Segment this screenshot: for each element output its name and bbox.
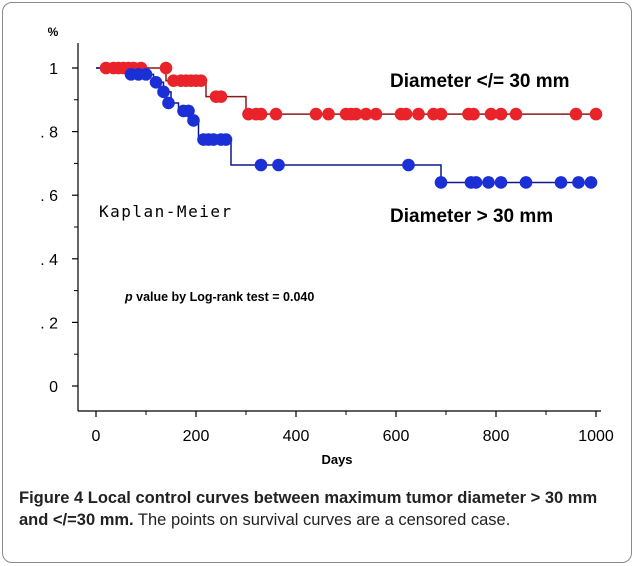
censor-point-2 — [254, 158, 268, 172]
censor-point-1 — [412, 107, 425, 121]
censor-points — [99, 61, 603, 189]
x-tick-label: 600 — [383, 428, 410, 445]
x-tick-label: 0 — [92, 428, 101, 445]
x-tick-label: 1000 — [578, 428, 614, 445]
censor-point-2 — [219, 133, 233, 146]
caption-title: Figure 4 Local control curves between ma… — [19, 489, 598, 529]
censor-point-2 — [402, 158, 415, 172]
y-tick-label: 0 — [49, 379, 58, 396]
series1-label: Diameter </= 30 mm — [390, 71, 570, 92]
censor-point-2 — [434, 176, 448, 189]
censor-point-2 — [182, 104, 195, 118]
x-tick-label: 800 — [483, 428, 510, 445]
y-tick-label: 1 — [49, 61, 58, 78]
x-axis-label: Days — [321, 452, 352, 467]
pvalue-annotation: p value by Log-rank test = 0.040 — [124, 290, 314, 304]
censor-point-1 — [349, 107, 363, 121]
series2-label: Diameter > 30 mm — [390, 206, 553, 227]
censor-point-1 — [159, 61, 173, 75]
censor-point-1 — [369, 107, 383, 121]
km-chart: % Days 0 200 400 600 800 1000 0 . 2 . 4 . 6 . 8 1 D… — [40, 25, 614, 467]
censor-point-1 — [254, 107, 268, 121]
caption-text: The points on survival curves are a cens… — [133, 511, 511, 529]
censor-point-2 — [482, 176, 495, 189]
y-tick-label: . 4 — [40, 252, 58, 269]
censor-point-1 — [589, 107, 603, 121]
censor-point-2 — [187, 114, 200, 127]
censor-point-1 — [322, 107, 335, 121]
censor-point-1 — [509, 107, 523, 121]
y-tick-label: . 2 — [40, 315, 58, 332]
censor-point-2 — [139, 68, 153, 81]
censor-point-1 — [399, 107, 413, 121]
censor-point-2 — [494, 176, 508, 189]
censor-point-1 — [434, 107, 448, 121]
censor-point-2 — [519, 176, 533, 189]
censor-point-1 — [309, 107, 323, 121]
censor-point-1 — [569, 107, 583, 121]
x-tick-label: 200 — [183, 428, 210, 445]
censor-point-2 — [572, 176, 585, 189]
censor-point-1 — [269, 107, 283, 121]
tick-layer: 0 200 400 600 800 1000 0 . 2 . 4 . 6 . 8 1 — [40, 61, 614, 445]
series-line-2 — [96, 67, 596, 184]
censor-point-2 — [157, 85, 170, 99]
censor-point-2 — [469, 176, 483, 189]
x-tick-label: 400 — [283, 428, 310, 445]
censor-point-1 — [467, 107, 480, 121]
censor-point-1 — [214, 90, 228, 103]
censor-point-1 — [494, 107, 508, 121]
pvalue-italic: p — [124, 290, 133, 304]
censor-point-2 — [584, 176, 598, 189]
method-label: Kaplan-Meier — [99, 202, 233, 221]
pvalue-text: value by Log-rank test = 0.040 — [133, 290, 315, 304]
censor-point-1 — [359, 107, 373, 121]
y-tick-label: . 8 — [40, 125, 58, 142]
y-axis-label: % — [48, 25, 59, 39]
censor-point-2 — [149, 76, 163, 89]
censor-point-2 — [272, 158, 285, 172]
censor-point-2 — [162, 96, 175, 110]
y-tick-label: . 6 — [40, 188, 58, 205]
censor-point-1 — [194, 74, 208, 88]
censor-point-2 — [554, 176, 568, 189]
figure-caption: Figure 4 Local control curves between ma… — [19, 487, 619, 531]
censor-point-1 — [484, 107, 498, 121]
